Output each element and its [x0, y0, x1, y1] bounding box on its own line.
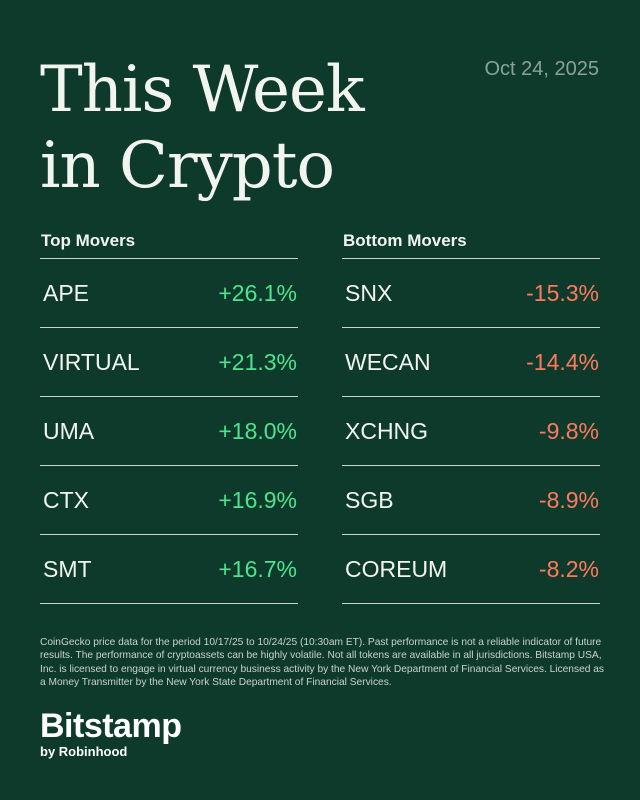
- price-change: +16.7%: [218, 555, 297, 582]
- token-symbol: APE: [43, 279, 90, 306]
- price-change: +16.9%: [218, 486, 297, 513]
- table-row: SMT +16.7%: [40, 535, 298, 604]
- price-change: +21.3%: [218, 348, 297, 375]
- token-symbol: COREUM: [345, 555, 448, 582]
- price-change: -15.3%: [526, 279, 599, 306]
- table-row: COREUM -8.2%: [342, 535, 600, 604]
- price-change: -8.2%: [538, 555, 599, 582]
- price-change: -14.4%: [526, 348, 599, 375]
- table-row: APE +26.1%: [40, 259, 298, 328]
- token-symbol: UMA: [43, 417, 95, 444]
- top-movers-heading: Top Movers: [40, 228, 298, 259]
- table-row: VIRTUAL +21.3%: [40, 328, 298, 397]
- price-change: -9.8%: [538, 417, 599, 444]
- token-symbol: WECAN: [345, 348, 431, 375]
- bottom-movers-table: Bottom Movers SNX -15.3% WECAN -14.4% XC…: [342, 228, 600, 604]
- price-change: +18.0%: [218, 417, 297, 444]
- token-symbol: SMT: [43, 555, 92, 582]
- disclaimer-text: CoinGecko price data for the period 10/1…: [40, 637, 604, 689]
- table-row: UMA +18.0%: [40, 397, 298, 466]
- token-symbol: CTX: [43, 486, 89, 513]
- title-line-1: This Week: [40, 53, 365, 127]
- page-title: This Week in Crypto: [40, 52, 365, 204]
- price-change: -8.9%: [538, 486, 599, 513]
- table-row: SNX -15.3%: [342, 259, 600, 328]
- title-line-2: in Crypto: [40, 129, 335, 203]
- token-symbol: XCHNG: [345, 417, 429, 444]
- bitstamp-logo: Bitstamp by Robinhood: [40, 706, 182, 759]
- top-movers-table: Top Movers APE +26.1% VIRTUAL +21.3% UMA…: [40, 228, 298, 604]
- brand-tagline: by Robinhood: [40, 744, 128, 759]
- table-row: WECAN -14.4%: [342, 328, 600, 397]
- token-symbol: VIRTUAL: [43, 348, 140, 375]
- table-row: SGB -8.9%: [342, 466, 600, 535]
- date-label: Oct 24, 2025: [484, 58, 599, 80]
- price-change: +26.1%: [218, 279, 297, 306]
- token-symbol: SGB: [345, 486, 394, 513]
- token-symbol: SNX: [345, 279, 393, 306]
- table-row: XCHNG -9.8%: [342, 397, 600, 466]
- bottom-movers-heading: Bottom Movers: [342, 228, 600, 259]
- brand-name: Bitstamp: [40, 707, 182, 745]
- table-row: CTX +16.9%: [40, 466, 298, 535]
